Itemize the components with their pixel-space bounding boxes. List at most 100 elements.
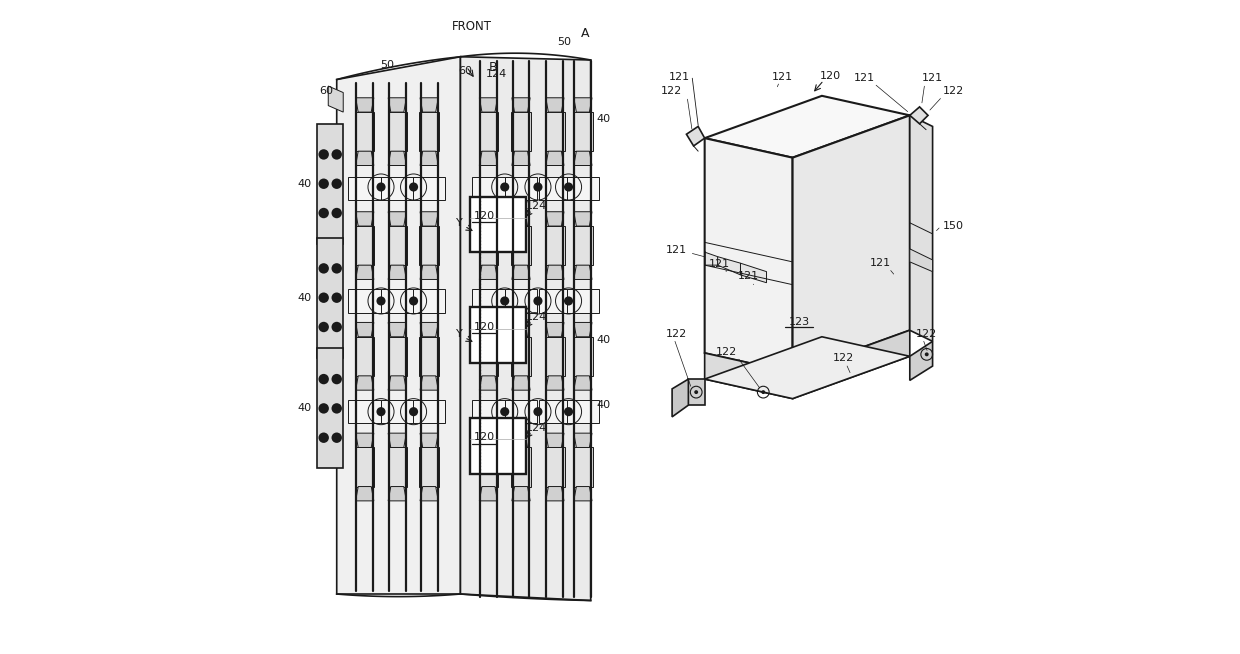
Text: 121: 121 [870, 258, 892, 268]
Polygon shape [356, 487, 373, 501]
Polygon shape [355, 112, 374, 151]
Polygon shape [512, 376, 531, 390]
Text: 121: 121 [853, 73, 874, 83]
Text: 121: 121 [709, 260, 730, 269]
Polygon shape [420, 97, 438, 112]
Polygon shape [740, 263, 766, 283]
Polygon shape [413, 289, 445, 313]
Polygon shape [574, 265, 591, 279]
Polygon shape [512, 487, 531, 501]
Polygon shape [704, 337, 910, 399]
Circle shape [331, 179, 342, 189]
Polygon shape [546, 112, 564, 151]
Polygon shape [472, 177, 505, 200]
Polygon shape [910, 341, 932, 381]
Polygon shape [355, 226, 374, 265]
Polygon shape [538, 400, 572, 423]
Text: 60: 60 [319, 86, 332, 96]
Polygon shape [388, 212, 407, 226]
Text: 122: 122 [916, 328, 937, 339]
Polygon shape [574, 212, 591, 226]
Text: A: A [582, 27, 590, 41]
Text: 122: 122 [715, 347, 737, 356]
Circle shape [319, 179, 329, 189]
Polygon shape [512, 322, 531, 337]
Text: 120: 120 [474, 322, 495, 332]
Polygon shape [381, 400, 414, 423]
Polygon shape [420, 322, 438, 337]
Polygon shape [420, 433, 438, 447]
Polygon shape [505, 400, 537, 423]
Polygon shape [419, 337, 439, 376]
Polygon shape [356, 433, 373, 447]
Polygon shape [704, 353, 792, 399]
Polygon shape [546, 265, 564, 279]
Text: 121: 121 [666, 245, 687, 255]
Circle shape [409, 296, 418, 305]
Polygon shape [413, 400, 445, 423]
Text: 50: 50 [381, 60, 394, 69]
Polygon shape [356, 97, 373, 112]
Polygon shape [574, 151, 591, 165]
Polygon shape [511, 112, 531, 151]
Text: 122: 122 [833, 353, 854, 363]
Polygon shape [317, 238, 343, 358]
Polygon shape [538, 289, 572, 313]
Text: 122: 122 [666, 328, 687, 339]
Polygon shape [505, 177, 537, 200]
Text: 150: 150 [942, 221, 963, 231]
Polygon shape [704, 96, 910, 158]
Text: 121: 121 [668, 72, 689, 82]
Polygon shape [574, 376, 591, 390]
Polygon shape [480, 322, 497, 337]
Polygon shape [512, 97, 531, 112]
Circle shape [564, 182, 573, 192]
Text: 40: 40 [596, 114, 610, 124]
Circle shape [564, 296, 573, 305]
Circle shape [925, 353, 929, 356]
Polygon shape [419, 112, 439, 151]
Circle shape [319, 432, 329, 443]
Polygon shape [460, 57, 590, 600]
Polygon shape [511, 447, 531, 487]
Circle shape [331, 208, 342, 218]
Circle shape [319, 374, 329, 385]
Polygon shape [480, 265, 497, 279]
Polygon shape [479, 447, 498, 487]
Polygon shape [472, 289, 505, 313]
Circle shape [500, 407, 510, 416]
Polygon shape [388, 487, 407, 501]
Circle shape [319, 263, 329, 273]
Text: 40: 40 [298, 179, 311, 189]
Circle shape [319, 322, 329, 332]
Polygon shape [573, 447, 593, 487]
Text: 120: 120 [474, 211, 495, 221]
Text: 121: 121 [921, 73, 942, 83]
Text: 120: 120 [820, 71, 841, 80]
Polygon shape [792, 330, 910, 399]
Polygon shape [420, 265, 438, 279]
Polygon shape [567, 289, 599, 313]
Polygon shape [355, 447, 374, 487]
Polygon shape [704, 252, 718, 265]
Text: 121: 121 [773, 72, 794, 82]
Text: FRONT: FRONT [451, 20, 491, 33]
Polygon shape [546, 226, 564, 265]
Polygon shape [348, 289, 381, 313]
Polygon shape [573, 226, 593, 265]
Text: Y: Y [456, 328, 463, 339]
Polygon shape [413, 177, 445, 200]
Polygon shape [420, 487, 438, 501]
Polygon shape [567, 400, 599, 423]
Polygon shape [348, 400, 381, 423]
Polygon shape [355, 337, 374, 376]
Text: Y: Y [456, 218, 463, 228]
Polygon shape [910, 249, 932, 271]
Polygon shape [574, 97, 591, 112]
Circle shape [694, 390, 698, 394]
Polygon shape [337, 57, 460, 594]
Text: 40: 40 [596, 335, 610, 345]
Text: 50: 50 [558, 37, 572, 47]
Polygon shape [511, 337, 531, 376]
Polygon shape [546, 376, 564, 390]
